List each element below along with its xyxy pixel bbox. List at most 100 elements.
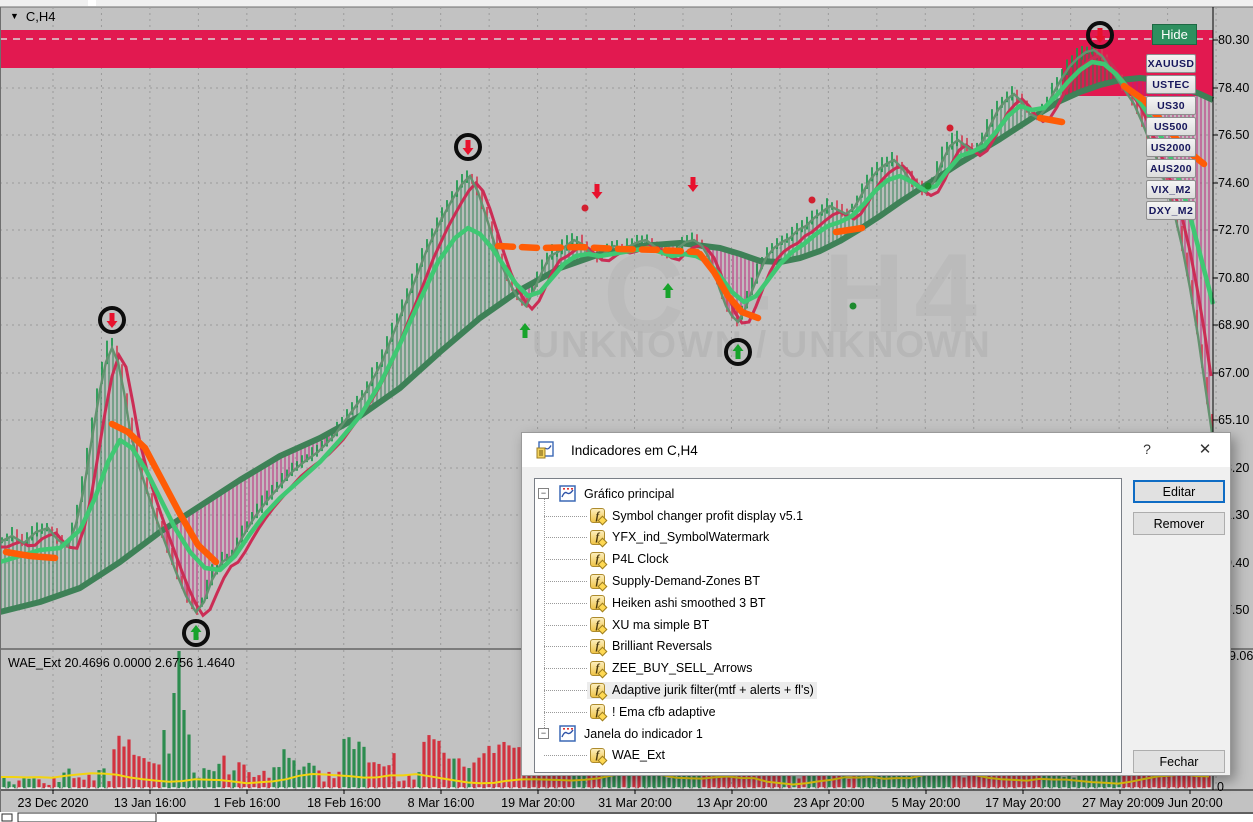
symbol-button-us30[interactable]: US30 — [1146, 96, 1196, 115]
symbol-button-aus200[interactable]: AUS200 — [1146, 159, 1196, 178]
indicator-tree-item[interactable]: f ZEE_BUY_SELL_Arrows — [535, 657, 1121, 679]
price-axis-label: 68.90 — [1218, 318, 1249, 332]
chart-period-label[interactable]: ▼ C,H4 — [10, 9, 56, 24]
sell-arrow-icon — [462, 140, 474, 155]
buy-signal-circle — [182, 619, 210, 647]
function-icon: f — [590, 704, 605, 720]
sell-signal-circle — [454, 133, 482, 161]
bottom-tab — [17, 812, 157, 822]
swing-dot-green — [849, 302, 857, 310]
indicator-name: Heiken ashi smoothed 3 BT — [612, 595, 766, 610]
date-axis-label: 23 Dec 2020 — [18, 796, 89, 810]
hide-button[interactable]: Hide — [1152, 24, 1197, 45]
function-icon: f — [590, 682, 605, 698]
price-axis-label: 72.70 — [1218, 223, 1249, 237]
tree-group-label: Gráfico principal — [584, 486, 675, 501]
price-axis-label: 80.30 — [1218, 33, 1249, 47]
indicator-tree-item[interactable]: f ! Ema cfb adaptive — [535, 701, 1121, 723]
help-button[interactable]: ? — [1143, 441, 1151, 457]
tree-connector — [544, 537, 587, 539]
price-axis-label: 78.40 — [1218, 81, 1249, 95]
tree-connector — [544, 559, 587, 561]
tree-connector — [544, 711, 587, 713]
axes: 80.30 78.40 76.50 74.60 72.70 70.80 68.90 67.00… — [0, 7, 1253, 822]
indicator-tree-item[interactable]: f P4L Clock — [535, 548, 1121, 570]
indicator-tree-item[interactable]: f Heiken ashi smoothed 3 BT — [535, 592, 1121, 614]
tree-connector — [544, 755, 587, 757]
dialog-titlebar[interactable]: Indicadores em C,H4 — [522, 433, 1230, 467]
tree-group-label: Janela do indicador 1 — [584, 726, 703, 741]
jurik-filter-segment — [108, 420, 220, 566]
close-button[interactable]: Fechar — [1133, 750, 1225, 773]
indicator-tree-item[interactable]: f WAE_Ext — [535, 745, 1121, 767]
indicator-tree-item[interactable]: f Supply-Demand-Zones BT — [535, 570, 1121, 592]
indicator-name: P4L Clock — [612, 552, 669, 567]
indicator-name: XU ma simple BT — [612, 617, 710, 632]
indicator-tree-item[interactable]: f Adaptive jurik filter(mtf + alerts + fl… — [535, 679, 1121, 701]
jurik-filter-segment — [832, 224, 866, 236]
wae-signal-line — [0, 771, 1210, 786]
tree-connector — [544, 515, 587, 517]
sell-arrow-icon — [106, 313, 118, 328]
indicator-list[interactable]: − Gráfico principal f Symbol changer profit… — [534, 478, 1122, 773]
date-axis-label: 17 May 20:00 — [985, 796, 1061, 810]
symbol-button-xauusd[interactable]: XAUUSD — [1146, 54, 1196, 73]
jurik-filter-segment — [1036, 114, 1066, 126]
indicator-name: WAE_Ext — [612, 748, 666, 763]
price-axis-label: 65.10 — [1218, 413, 1249, 427]
date-axis-label: 13 Apr 20:00 — [697, 796, 768, 810]
chevron-down-icon: ▼ — [10, 11, 19, 21]
top-window-strip — [0, 0, 1253, 7]
date-axis-label: 19 Mar 20:00 — [501, 796, 575, 810]
indicator-name: YFX_ind_SymbolWatermark — [612, 530, 770, 545]
indicator-tree-group[interactable]: − Gráfico principal — [535, 483, 1121, 505]
tree-connector-line — [544, 497, 545, 734]
symbol-button-dxy_m2[interactable]: DXY_M2 — [1146, 201, 1196, 220]
date-axis-label: 31 Mar 20:00 — [598, 796, 672, 810]
function-icon: f — [590, 638, 605, 654]
symbol-button-ustec[interactable]: USTEC — [1146, 75, 1196, 94]
date-axis-label: 1 Feb 16:00 — [214, 796, 281, 810]
jurik-filter-segment — [2, 548, 59, 562]
indicator-tree-item[interactable]: f YFX_ind_SymbolWatermark — [535, 527, 1121, 549]
buy-arrow-icon — [732, 344, 744, 359]
collapse-icon[interactable]: − — [538, 488, 549, 500]
jurik-filter-segment — [494, 242, 701, 256]
buy-signal-circle — [724, 338, 752, 366]
sell-signal-circle — [98, 306, 126, 334]
watermark-unknown-text: UNKNOWN / UNKNOWN — [532, 324, 991, 365]
buy-arrow-icon — [190, 625, 202, 640]
buy-arrow-icon — [519, 323, 531, 338]
tree-connector — [544, 646, 587, 648]
indicator-name: ZEE_BUY_SELL_Arrows — [612, 661, 753, 676]
symbol-button-us500[interactable]: US500 — [1146, 117, 1196, 136]
dialog-title: Indicadores em C,H4 — [571, 442, 698, 458]
collapse-icon[interactable]: − — [538, 728, 549, 740]
crimson-ma-line — [0, 54, 1213, 618]
price-axis-label: 76.50 — [1218, 128, 1249, 142]
edit-button[interactable]: Editar — [1133, 480, 1225, 503]
chart-window-icon — [559, 485, 576, 503]
symbol-button-us2000[interactable]: US2000 — [1146, 138, 1196, 157]
indicator-tree-group[interactable]: − Janela do indicador 1 — [535, 723, 1121, 745]
tree-connector — [544, 668, 587, 670]
function-icon: f — [590, 747, 605, 763]
indicator-tree-item[interactable]: f XU ma simple BT — [535, 614, 1121, 636]
chart-window-icon — [559, 725, 576, 742]
jurik-filter-segment — [696, 250, 762, 322]
sell-signal-circle — [1086, 21, 1114, 49]
date-axis-label: 23 Apr 20:00 — [794, 796, 865, 810]
close-icon[interactable]: ✕ — [1198, 441, 1212, 458]
indicator-tree-item[interactable]: f Brilliant Reversals — [535, 636, 1121, 658]
function-icon: f — [590, 508, 605, 524]
symbol-changer-buttons: XAUUSD USTEC US30 US500 US2000 AUS200 VIX_M2 DX… — [1146, 54, 1196, 220]
indicator-name: Supply-Demand-Zones BT — [612, 574, 760, 589]
function-icon: f — [590, 529, 605, 545]
date-axis-label: 27 May 20:00 — [1082, 796, 1158, 810]
swing-dot-green — [924, 182, 932, 190]
symbol-button-vix_m2[interactable]: VIX_M2 — [1146, 180, 1196, 199]
price-axis-partial-label: 9.063 — [1229, 649, 1253, 663]
indicator-tree-item[interactable]: f Symbol changer profit display v5.1 — [535, 505, 1121, 527]
remove-button[interactable]: Remover — [1133, 512, 1225, 535]
